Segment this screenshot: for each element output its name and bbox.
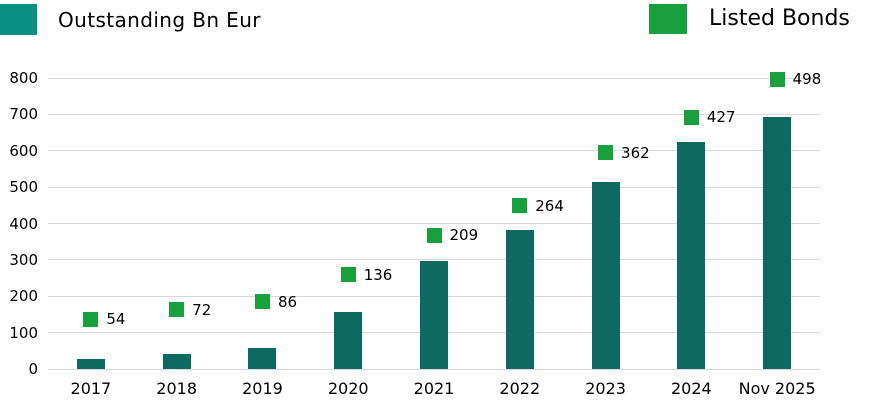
y-axis-tick-200: 200 bbox=[9, 287, 38, 306]
listed-bonds-marker-2023 bbox=[598, 145, 614, 161]
x-axis-label-Nov 2025: Nov 2025 bbox=[738, 379, 816, 398]
listed-bonds-value-2022: 264 bbox=[535, 196, 564, 215]
x-axis-label-2020: 2020 bbox=[327, 379, 369, 398]
y-axis-tick-800: 800 bbox=[9, 69, 38, 87]
listed-bonds-value-2017: 54 bbox=[106, 310, 126, 329]
x-axis-label-2022: 2022 bbox=[499, 379, 541, 398]
listed-bonds-marker-2020 bbox=[340, 267, 356, 283]
listed-bonds-marker-2021 bbox=[426, 227, 442, 243]
listed-bonds-legend-swatch bbox=[649, 4, 687, 34]
listed-bonds-value-2018: 72 bbox=[192, 300, 212, 319]
listed-bonds-value-2024: 427 bbox=[706, 108, 736, 127]
listed-bonds-value-Nov 2025: 498 bbox=[792, 70, 822, 89]
y-axis-tick-700: 700 bbox=[9, 105, 38, 124]
legend-listed-bonds: Listed Bonds bbox=[649, 0, 850, 34]
listed-bonds-legend-label: Listed Bonds bbox=[709, 6, 850, 31]
bar-2019 bbox=[248, 348, 277, 369]
listed-bonds-value-2023: 362 bbox=[621, 143, 650, 162]
outstanding-legend-label: Outstanding Bn Eur bbox=[58, 7, 261, 32]
x-axis-label-2024: 2024 bbox=[670, 379, 712, 398]
listed-bonds-marker-2024 bbox=[683, 109, 699, 125]
gridline-700 bbox=[48, 113, 820, 115]
listed-bonds-marker-Nov 2025 bbox=[769, 71, 785, 87]
gridline-600 bbox=[48, 150, 820, 152]
listed-bonds-value-2021: 209 bbox=[449, 226, 479, 245]
bar-2024 bbox=[677, 141, 706, 369]
y-axis-tick-400: 400 bbox=[9, 214, 38, 233]
gridline-0 bbox=[48, 368, 820, 370]
x-axis-label-2018: 2018 bbox=[156, 379, 198, 398]
listed-bonds-marker-2022 bbox=[512, 198, 528, 214]
gridline-800 bbox=[48, 77, 820, 79]
gridline-400 bbox=[48, 223, 820, 224]
bar-2021 bbox=[420, 260, 448, 369]
y-axis-tick-0: 0 bbox=[28, 360, 38, 378]
listed-bonds-value-2020: 136 bbox=[363, 265, 393, 284]
x-axis-label-2021: 2021 bbox=[413, 379, 455, 398]
legend-outstanding: Outstanding Bn Eur bbox=[0, 0, 261, 35]
outstanding-legend-swatch bbox=[0, 4, 37, 35]
bar-Nov 2025 bbox=[763, 116, 792, 369]
x-axis-label-2017: 2017 bbox=[70, 379, 112, 398]
listed-bonds-marker-2017 bbox=[83, 311, 99, 327]
bar-2022 bbox=[505, 230, 534, 369]
bar-2018 bbox=[162, 354, 191, 369]
x-axis-label-2019: 2019 bbox=[242, 379, 283, 398]
bar-2017 bbox=[76, 359, 105, 369]
y-axis-tick-500: 500 bbox=[9, 178, 38, 197]
y-axis-tick-100: 100 bbox=[9, 323, 38, 342]
listed-bonds-value-2019: 86 bbox=[277, 292, 298, 311]
y-axis-tick-300: 300 bbox=[9, 250, 38, 269]
listed-bonds-marker-2019 bbox=[254, 294, 270, 310]
gridline-300 bbox=[48, 259, 820, 261]
y-axis-tick-600: 600 bbox=[9, 141, 38, 160]
bar-2020 bbox=[334, 311, 363, 369]
gridline-500 bbox=[48, 186, 820, 188]
listed-bonds-marker-2018 bbox=[169, 302, 185, 317]
bar-2023 bbox=[591, 181, 620, 369]
x-axis-label-2023: 2023 bbox=[585, 379, 626, 398]
